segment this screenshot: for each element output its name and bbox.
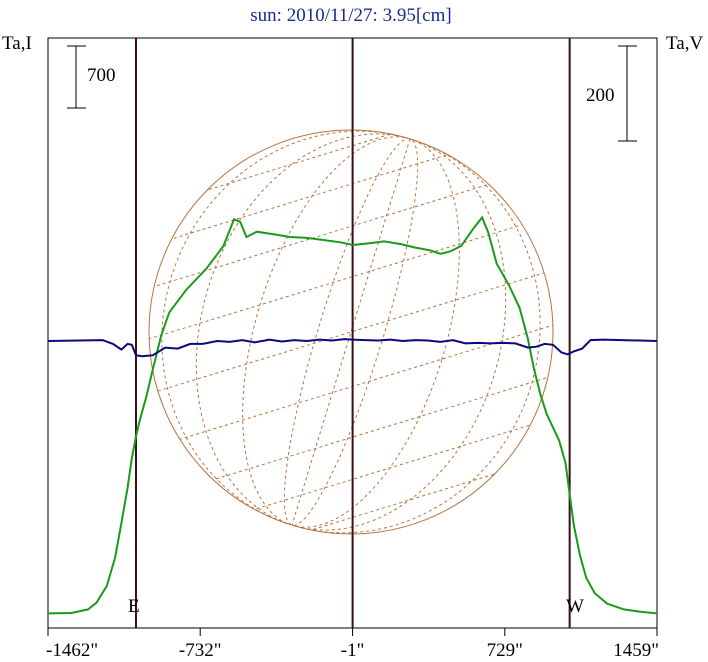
chart-title: sun: 2010/11/27: 3.95[cm] <box>250 5 451 26</box>
x-tick-label: 1459" <box>613 640 659 661</box>
sun-grid-parallel <box>149 130 493 222</box>
left-axis-label: Ta,I <box>2 33 32 54</box>
x-tick-label: -1" <box>341 640 365 661</box>
series-line-V <box>47 338 658 358</box>
x-tick-label: 729" <box>487 640 523 661</box>
sun-grid-parallel <box>187 369 553 489</box>
sun-grid-parallel <box>209 442 553 534</box>
left-scale-bar <box>67 45 86 109</box>
left-scale-label: 700 <box>87 65 116 86</box>
x-tick-label: -732" <box>179 640 222 661</box>
sun-grid-meridian <box>195 133 507 531</box>
sun-limb-circle <box>148 129 554 535</box>
sun-grid-parallel <box>157 272 545 392</box>
right-axis-label: Ta,V <box>666 33 703 54</box>
sun-grid-parallel <box>149 137 503 257</box>
limb-label-east: E <box>128 596 140 617</box>
limb-label-west: W <box>566 596 584 617</box>
sun-grid-parallel <box>199 407 553 527</box>
sun-grid-meridian <box>161 130 541 534</box>
limb-markers <box>134 38 571 628</box>
sun-disc <box>148 129 554 535</box>
sun-grid-meridian <box>291 138 411 526</box>
sun-grid-parallel <box>149 175 515 295</box>
x-tick-label: -1462" <box>46 640 98 661</box>
right-scale-bar <box>618 45 637 142</box>
series-line-I <box>47 215 658 615</box>
sun-grid-meridian <box>242 136 460 528</box>
sun-grid-parallel <box>149 222 529 342</box>
x-axis-ticks: -1462" -732" -1" 729" 1459" <box>46 628 659 661</box>
sun-grid-meridian <box>283 138 419 526</box>
right-scale-label: 200 <box>586 85 615 106</box>
sun-grid <box>149 130 553 534</box>
